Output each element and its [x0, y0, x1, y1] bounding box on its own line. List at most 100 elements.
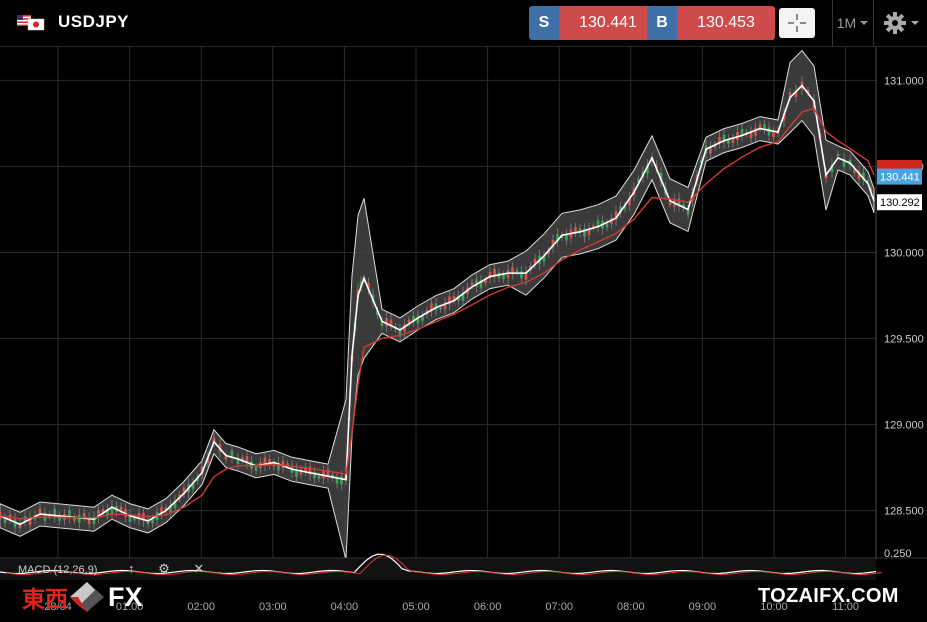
candle-body	[443, 302, 447, 310]
candle-body	[592, 225, 595, 228]
candle-body	[448, 296, 451, 305]
candle-body	[677, 198, 681, 207]
candle-body	[416, 315, 420, 324]
candle-body	[806, 89, 810, 93]
candle-body	[452, 295, 456, 301]
x-tick-label: 28/04	[44, 601, 72, 613]
crosshair-icon	[788, 14, 806, 32]
x-tick-label: 11:00	[832, 601, 859, 613]
candle-body	[317, 475, 321, 479]
logo-fx-text: FX	[108, 581, 143, 612]
candle-body	[299, 469, 303, 475]
candle-body	[772, 131, 775, 137]
candle-body	[169, 504, 172, 513]
candle-body	[230, 450, 234, 458]
candle-body	[87, 517, 91, 524]
candle-body	[767, 127, 771, 136]
macd-label: MACD (12,26,9)	[18, 564, 98, 576]
sell-tag: S	[529, 6, 559, 40]
low-price-label: 130.292	[880, 197, 920, 209]
top-bar: USDJPY S 130.441 B 130.453 1M	[0, 0, 927, 47]
candle-body	[578, 228, 582, 233]
y-tick-label: 131.000	[884, 75, 924, 87]
macd-tools[interactable]: ↑ ⚙ ✕	[128, 561, 215, 576]
tozaifx-url: TOZAIFX.COM	[758, 585, 899, 607]
logo-cn-text: 東西	[22, 587, 68, 613]
x-tick-label: 10:00	[760, 601, 788, 613]
candle-body	[862, 172, 865, 180]
candle-body	[18, 523, 22, 529]
candle-body	[119, 506, 123, 511]
candle-body	[731, 138, 735, 144]
candle-body	[241, 457, 244, 461]
candle-body	[587, 228, 591, 235]
candle-body	[236, 457, 240, 464]
candle-body	[53, 508, 57, 517]
candle-body	[754, 128, 757, 136]
candle-body	[178, 494, 181, 499]
candle-body	[277, 462, 280, 471]
candle-body	[398, 329, 402, 337]
macd-tick-label: 0.250	[884, 548, 912, 560]
candle-body	[659, 172, 663, 181]
candle-body	[758, 124, 762, 129]
candle-body	[547, 250, 550, 255]
candle-body	[866, 179, 870, 183]
candle-body	[82, 513, 86, 518]
buy-button[interactable]: B 130.453	[647, 6, 775, 40]
candle-body	[173, 500, 177, 509]
candle-body	[842, 158, 846, 167]
candle-body	[313, 472, 316, 479]
sell-button[interactable]: S 130.441	[529, 6, 657, 40]
candle-body	[367, 282, 370, 290]
diamond-logo-icon	[70, 582, 104, 612]
x-tick-label: 03:00	[259, 601, 287, 613]
price-labels: 130.441 130.292	[877, 160, 922, 211]
candle-body	[533, 258, 537, 265]
candle-body	[77, 514, 81, 523]
candle-body	[655, 164, 658, 169]
candle-body	[385, 318, 388, 327]
candle-body	[511, 267, 514, 274]
candle-body	[359, 281, 363, 288]
usd-jpy-flag-icon	[17, 15, 45, 31]
candle-body	[439, 307, 442, 310]
candle-body	[389, 319, 393, 326]
candle-body	[853, 169, 856, 173]
settings-button[interactable]	[873, 0, 927, 46]
timeframe-dropdown[interactable]: 1M	[832, 0, 873, 46]
candle-body	[524, 271, 528, 280]
indicator-lines	[0, 84, 875, 526]
candle-body	[646, 165, 649, 174]
x-tick-label: 08:00	[617, 601, 645, 613]
candle-body	[430, 303, 433, 311]
crosshair-button[interactable]	[779, 8, 815, 38]
y-axis: 131.000130.500130.000129.500129.000128.5…	[875, 46, 924, 560]
candle-body	[101, 509, 105, 513]
x-tick-label: 01:00	[116, 601, 144, 613]
x-tick-label: 02:00	[187, 601, 215, 613]
candle-body	[722, 134, 726, 143]
candle-body	[263, 457, 267, 466]
candle-body	[794, 90, 798, 98]
candle-body	[13, 519, 17, 528]
candle-body	[488, 272, 492, 279]
candle-body	[340, 476, 343, 485]
candle-body	[38, 508, 42, 515]
current-price-label: 130.441	[880, 172, 920, 184]
moving-average-line	[0, 107, 875, 520]
x-tick-label: 04:00	[331, 601, 359, 613]
candle-body	[73, 517, 76, 521]
candle-body	[97, 509, 100, 518]
candle-body	[740, 129, 744, 136]
candle-body	[520, 271, 523, 279]
y-tick-label: 128.500	[884, 506, 924, 518]
candle-body	[763, 124, 766, 130]
candle-body	[254, 467, 258, 471]
candle-body	[709, 146, 712, 154]
candle-body	[403, 324, 406, 332]
candle-body	[502, 274, 505, 280]
candle-body	[610, 218, 613, 224]
timeframe-value: 1M	[836, 15, 857, 31]
